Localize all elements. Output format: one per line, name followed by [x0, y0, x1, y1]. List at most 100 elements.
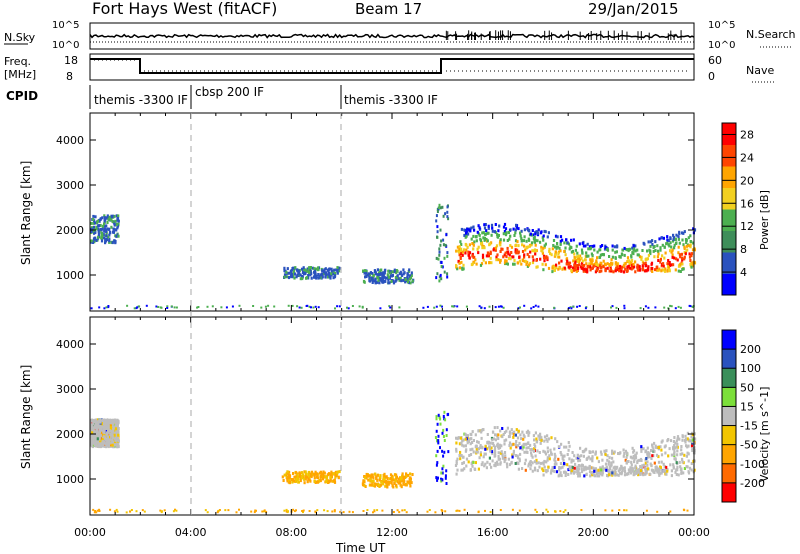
- heatmap-cell: [627, 460, 630, 463]
- heatmap-cell: [599, 269, 602, 273]
- heatmap-cell: [283, 509, 286, 512]
- heatmap-cell: [325, 475, 329, 479]
- heatmap-cell: [611, 248, 614, 252]
- heatmap-cell: [675, 257, 678, 261]
- heatmap-cell: [477, 224, 480, 228]
- heatmap-cell: [90, 426, 93, 430]
- heatmap-cell: [592, 471, 595, 475]
- heatmap-cell: [464, 444, 467, 448]
- heatmap-cell: [511, 455, 514, 459]
- heatmap-cell: [288, 271, 291, 275]
- freq-trace: [90, 58, 694, 74]
- heatmap-cell: [437, 441, 440, 445]
- heatmap-cell: [691, 262, 694, 266]
- heatmap-cell: [460, 260, 463, 264]
- heatmap-cell: [285, 270, 288, 274]
- heatmap-cell: [292, 479, 296, 483]
- heatmap-cell: [646, 249, 649, 253]
- heatmap-cell: [332, 472, 335, 476]
- heatmap-cell: [441, 205, 444, 209]
- heatmap-cell: [439, 304, 442, 307]
- heatmap-cell: [374, 281, 377, 285]
- heatmap-cell: [439, 446, 441, 450]
- heatmap-cell: [442, 464, 445, 468]
- heatmap-cell: [378, 273, 381, 276]
- heatmap-cell: [623, 470, 627, 474]
- heatmap-cell: [547, 465, 550, 469]
- heatmap-cell: [576, 467, 579, 471]
- heatmap-cell: [313, 267, 316, 271]
- heatmap-cell: [536, 239, 539, 243]
- heatmap-cell: [317, 306, 320, 309]
- heatmap-cell: [692, 241, 695, 245]
- heatmap-cell: [664, 470, 667, 474]
- heatmap-cell: [314, 510, 317, 513]
- heatmap-cell: [579, 265, 582, 269]
- heatmap-cell: [559, 235, 563, 239]
- heatmap-cell: [92, 241, 95, 244]
- heatmap-cell: [596, 266, 599, 270]
- heatmap-cell: [670, 263, 673, 267]
- heatmap-cell: [330, 267, 333, 271]
- heatmap-cell: [523, 450, 526, 454]
- heatmap-cell: [684, 252, 687, 256]
- heatmap-cell: [493, 454, 496, 458]
- heatmap-cell: [687, 471, 691, 475]
- heatmap-cell: [517, 467, 520, 471]
- heatmap-cell: [632, 469, 635, 473]
- heatmap-cell: [441, 449, 444, 453]
- heatmap-cell: [684, 238, 688, 241]
- heatmap-cell: [292, 472, 295, 475]
- heatmap-cell: [470, 237, 473, 241]
- heatmap-cell: [368, 474, 371, 478]
- heatmap-cell: [235, 511, 238, 514]
- heatmap-cell: [527, 446, 530, 450]
- heatmap-cell: [291, 304, 294, 307]
- heatmap-cell: [671, 253, 674, 257]
- heatmap-cell: [504, 251, 507, 255]
- heatmap-cell: [652, 447, 655, 451]
- heatmap-cell: [107, 428, 110, 432]
- heatmap-cell: [108, 441, 111, 445]
- heatmap-cell: [321, 275, 324, 279]
- heatmap-cell: [334, 274, 337, 278]
- heatmap-cell: [659, 260, 662, 264]
- heatmap-cell: [376, 473, 379, 477]
- heatmap-cell: [649, 472, 652, 476]
- heatmap-cell: [660, 269, 663, 273]
- heatmap-cell: [623, 473, 627, 477]
- heatmap-cell: [505, 438, 508, 442]
- heatmap-cell: [295, 509, 297, 512]
- heatmap-cell: [623, 452, 626, 455]
- heatmap-cell: [644, 305, 647, 308]
- heatmap-cell: [379, 476, 382, 479]
- heatmap-cell: [535, 440, 539, 444]
- heatmap-cell: [581, 259, 584, 263]
- heatmap-cell: [521, 243, 524, 247]
- heatmap-cell: [435, 454, 438, 458]
- heatmap-cell: [538, 451, 541, 454]
- heatmap-cell: [90, 226, 93, 230]
- heatmap-cell: [587, 247, 590, 251]
- heatmap-cell: [308, 478, 311, 482]
- heatmap-cell: [581, 264, 584, 268]
- heatmap-cell: [471, 447, 474, 451]
- heatmap-cell: [93, 231, 96, 235]
- heatmap-cell: [599, 248, 602, 252]
- heatmap-cell: [667, 262, 670, 266]
- heatmap-cell: [539, 461, 542, 465]
- heatmap-cell: [517, 456, 520, 460]
- heatmap-cell: [446, 251, 449, 255]
- heatmap-cell: [456, 437, 459, 441]
- heatmap-cell: [475, 450, 478, 454]
- heatmap-cell: [445, 469, 448, 473]
- heatmap-cell: [464, 449, 467, 453]
- heatmap-cell: [568, 247, 571, 251]
- heatmap-cell: [601, 458, 604, 462]
- heatmap-cell: [524, 248, 527, 252]
- heatmap-cell: [590, 473, 594, 477]
- heatmap-cell: [462, 461, 465, 465]
- heatmap-cell: [608, 468, 611, 472]
- heatmap-cell: [308, 510, 311, 512]
- heatmap-cell: [563, 241, 566, 245]
